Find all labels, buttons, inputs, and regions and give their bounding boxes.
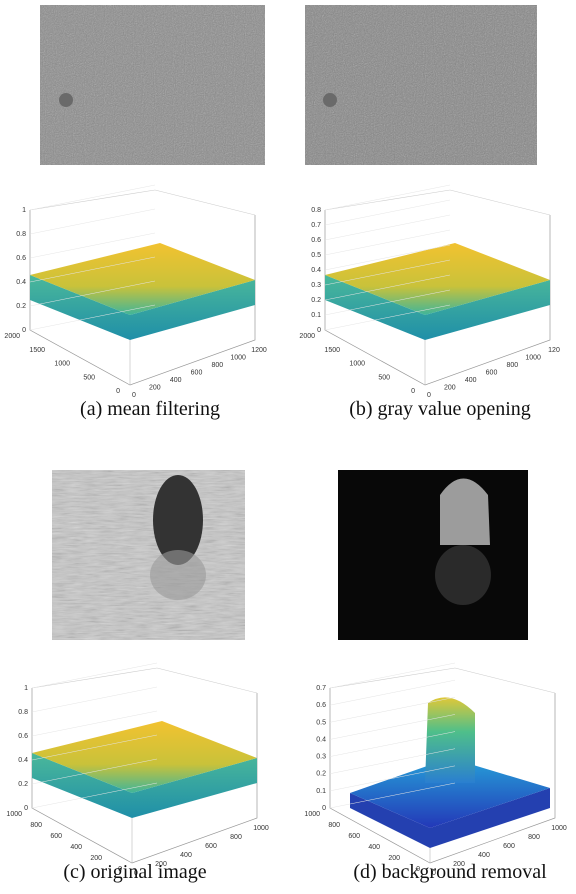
y-tick-label: 800 xyxy=(328,822,340,829)
axis-box xyxy=(32,668,157,688)
z-tick-label: 0.6 xyxy=(316,702,326,709)
z-tick-label: 0.2 xyxy=(16,303,26,310)
y-tick-label: 400 xyxy=(70,844,82,851)
y-tick-label: 800 xyxy=(30,822,42,829)
x-tick-label: 800 xyxy=(230,834,242,841)
x-tick-label: 400 xyxy=(170,377,182,384)
x-tick-label: 1000 xyxy=(525,355,541,362)
z-tick-label: 0.6 xyxy=(311,237,321,244)
y-tick-label: 0 xyxy=(116,388,120,395)
x-tick-label: 400 xyxy=(180,852,192,859)
x-tick-label: 1000 xyxy=(551,825,567,832)
z-tick-label: 0.2 xyxy=(311,297,321,304)
z-tick xyxy=(30,185,155,210)
z-tick-label: 0.2 xyxy=(18,781,28,788)
z-tick-label: 0.8 xyxy=(311,207,321,214)
caption: (a) mean filtering xyxy=(80,398,220,420)
x-tick-label: 1000 xyxy=(253,825,269,832)
x-tick-label: 200 xyxy=(444,385,456,392)
axis-box xyxy=(155,190,255,215)
z-tick-label: 0 xyxy=(322,805,326,812)
y-tick-label: 600 xyxy=(348,833,360,840)
image-c xyxy=(52,470,245,640)
y-tick-label: 1500 xyxy=(324,347,340,354)
z-tick xyxy=(325,185,450,210)
y-tick-label: 1500 xyxy=(29,347,45,354)
z-tick xyxy=(30,209,155,234)
z-tick-label: 0.5 xyxy=(311,252,321,259)
z-tick-label: 0.3 xyxy=(311,282,321,289)
z-tick-label: 0.4 xyxy=(18,757,28,764)
x-tick-label: 800 xyxy=(211,362,223,369)
y-tick-label: 1000 xyxy=(349,361,365,368)
x-tick-label: 800 xyxy=(506,362,518,369)
z-tick-label: 0.2 xyxy=(316,771,326,778)
x-tick-label: 1200 xyxy=(251,347,267,354)
x-tick-label: 200 xyxy=(149,385,161,392)
image-b xyxy=(305,5,537,165)
z-tick-label: 0.1 xyxy=(316,788,326,795)
x-tick-label: 400 xyxy=(465,377,477,384)
y-tick-label: 400 xyxy=(368,844,380,851)
panel-plot: 00.20.40.60.8105001000150020000200400600… xyxy=(4,185,266,420)
z-tick-label: 0 xyxy=(317,327,321,334)
z-tick xyxy=(32,663,157,688)
x-tick-label: 800 xyxy=(528,834,540,841)
z-tick-label: 0.6 xyxy=(18,733,28,740)
z-tick-label: 0.7 xyxy=(311,222,321,229)
x-tick-label: 600 xyxy=(205,843,217,850)
axis-box xyxy=(325,190,450,210)
z-tick xyxy=(32,687,157,712)
z-tick-label: 0.8 xyxy=(16,231,26,238)
y-tick-label: 500 xyxy=(378,374,390,381)
x-tick-label: 1000 xyxy=(230,355,246,362)
z-tick-label: 0.4 xyxy=(311,267,321,274)
z-tick-label: 0.5 xyxy=(316,719,326,726)
axis-box xyxy=(330,668,455,688)
z-tick xyxy=(330,663,455,688)
axis-box xyxy=(450,190,550,215)
image-a xyxy=(40,5,265,165)
y-tick-label: 0 xyxy=(411,388,415,395)
caption: (c) original image xyxy=(63,861,206,883)
z-tick-label: 0.3 xyxy=(316,754,326,761)
panel-plot: 00.20.40.60.8102004006008001000020040060… xyxy=(6,663,268,883)
z-tick-label: 0 xyxy=(22,327,26,334)
panel-plot: 00.10.20.30.40.50.60.7020040060080010000… xyxy=(304,663,566,883)
z-tick-label: 0.7 xyxy=(316,685,326,692)
z-tick-label: 1 xyxy=(24,685,28,692)
z-tick-label: 1 xyxy=(22,207,26,214)
y-tick-label: 600 xyxy=(50,833,62,840)
caption: (d) background removal xyxy=(353,861,547,883)
z-tick-label: 0.6 xyxy=(16,255,26,262)
y-tick-label: 2000 xyxy=(4,333,20,340)
x-tick-label: 600 xyxy=(191,370,203,377)
image-d xyxy=(338,470,528,640)
x-tick-label: 120 xyxy=(548,347,560,354)
y-tick-label: 500 xyxy=(83,374,95,381)
x-tick-label: 400 xyxy=(478,852,490,859)
axis-box xyxy=(455,668,555,693)
x-tick-label: 600 xyxy=(486,370,498,377)
caption: (b) gray value opening xyxy=(349,398,531,420)
z-tick-label: 0 xyxy=(24,805,28,812)
z-tick-label: 0.4 xyxy=(16,279,26,286)
y-tick-label: 1000 xyxy=(6,811,22,818)
y-tick-label: 2000 xyxy=(299,333,315,340)
y-tick-label: 1000 xyxy=(54,361,70,368)
z-tick xyxy=(325,215,450,240)
axis-box xyxy=(30,190,155,210)
z-tick-label: 0.8 xyxy=(18,709,28,716)
axis-box xyxy=(157,668,257,693)
y-tick-label: 1000 xyxy=(304,811,320,818)
x-tick-label: 600 xyxy=(503,843,515,850)
figure: 00.20.40.60.8105001000150020000200400600… xyxy=(0,0,576,894)
z-tick xyxy=(325,200,450,225)
panel-plot: 0 0.1 0.2 0.3 0.4 0.5 0.6 0.7 0.8 0 500 1000 1500 200… xyxy=(299,185,560,420)
z-tick-label: 0.4 xyxy=(316,736,326,743)
z-tick-label: 0.1 xyxy=(311,312,321,319)
